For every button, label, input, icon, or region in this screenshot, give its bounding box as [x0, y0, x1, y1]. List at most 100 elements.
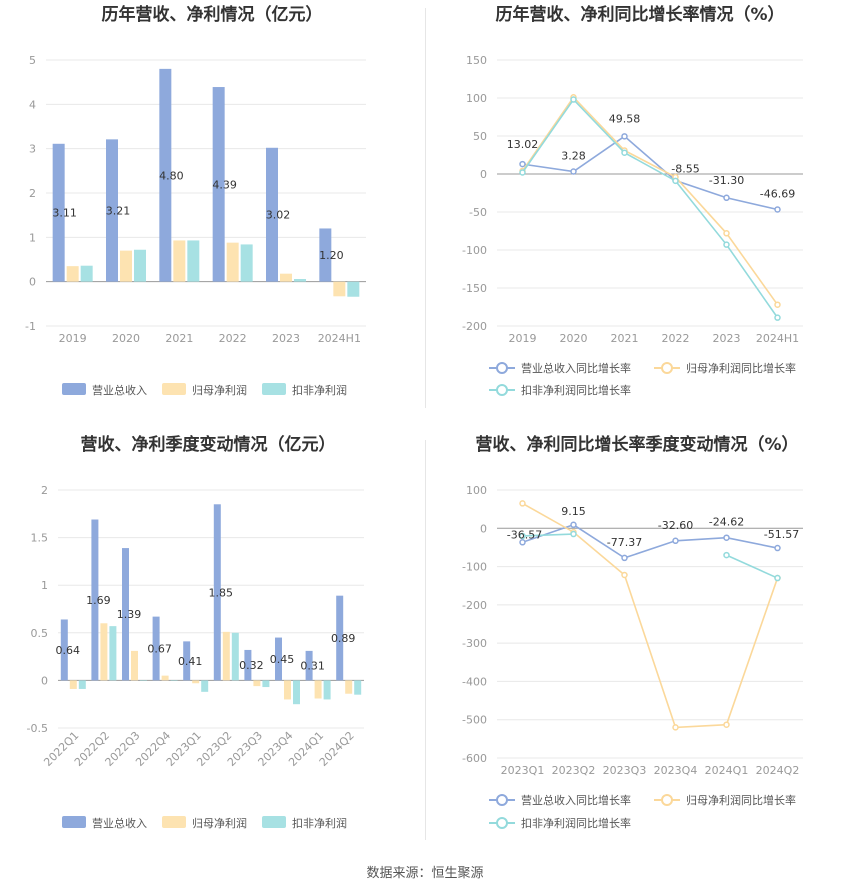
- series-line: [521, 98, 779, 319]
- bar-net-profit: [131, 650, 138, 681]
- data-label: 0.41: [178, 655, 203, 668]
- data-point: [774, 301, 781, 308]
- bar-revenue: [336, 595, 344, 681]
- y-tick-label: 0: [29, 276, 36, 289]
- legend-label: 归母净利润同比增长率: [686, 793, 796, 807]
- data-label: -24.62: [709, 516, 744, 529]
- legend-marker: [496, 384, 508, 396]
- y-tick-label: 3: [29, 143, 36, 156]
- bar-revenue: [213, 504, 221, 681]
- bar-net-profit: [280, 273, 292, 282]
- data-label: -77.37: [607, 536, 642, 549]
- bar-deducted-profit: [109, 626, 117, 681]
- legend-label: 归母净利润: [192, 816, 247, 830]
- data-point: [519, 500, 526, 507]
- data-point: [723, 534, 730, 541]
- y-tick-label: -1: [25, 320, 36, 333]
- legend-label: 营业总收入同比增长率: [521, 361, 631, 375]
- data-label: 4.39: [212, 178, 237, 191]
- data-point: [723, 230, 730, 237]
- y-tick-label: 2: [29, 187, 36, 200]
- legend-swatch: [162, 383, 186, 395]
- bar-net-profit: [333, 281, 346, 297]
- data-point: [621, 554, 628, 562]
- legend-label: 扣非净利润: [292, 383, 347, 397]
- legend-swatch: [262, 383, 286, 395]
- data-point: [723, 721, 730, 728]
- bar-revenue: [183, 641, 191, 681]
- data-point: [570, 530, 577, 538]
- y-tick-label: 5: [29, 54, 36, 67]
- quarterly-bar-chart: 营收、净利季度变动情况（亿元） -0.500.511.522022Q12022Q…: [27, 434, 364, 830]
- data-point: [723, 551, 730, 559]
- bar-deducted-profit: [323, 680, 331, 700]
- data-point: [519, 539, 526, 546]
- y-tick-label: 2: [41, 484, 48, 497]
- bar-deducted-profit: [262, 680, 270, 688]
- bar-net-profit: [284, 680, 291, 700]
- y-tick-label: -50: [469, 206, 487, 219]
- series-line: [522, 523, 778, 559]
- legend-swatch: [262, 816, 286, 828]
- bar-revenue: [266, 147, 278, 282]
- x-tick-label: 2023: [713, 332, 741, 345]
- quarterly-bar-panel: 营收、净利季度变动情况（亿元） -0.5 0 0.5 1 1.5 2 2022Q1 2022Q…: [0, 430, 425, 860]
- legend-marker: [661, 794, 673, 806]
- data-point: [621, 571, 628, 579]
- data-point: [570, 168, 577, 175]
- data-point: [570, 521, 577, 529]
- data-label: 1.85: [209, 586, 234, 599]
- data-label: 9.15: [561, 505, 586, 518]
- annual-growth-chart: 历年营收、净利同比增长率情况（%） -200 -150 -100 -50 0 50 100 1…: [462, 4, 803, 397]
- series-line: [726, 554, 778, 579]
- bar-deducted-profit: [347, 281, 360, 297]
- bar-net-profit: [226, 242, 239, 282]
- legend-label: 扣非净利润: [292, 816, 347, 830]
- legend-label: 扣非净利润同比增长率: [521, 816, 631, 830]
- bar-net-profit: [69, 680, 77, 689]
- legend-marker: [496, 794, 508, 806]
- series-line: [522, 502, 779, 729]
- chart-title: 历年营收、净利情况（亿元）: [102, 4, 323, 25]
- bar-deducted-profit: [78, 680, 86, 689]
- data-point: [672, 724, 679, 731]
- data-point: [519, 160, 526, 168]
- legend-swatch: [62, 383, 86, 395]
- bar-net-profit: [192, 680, 200, 684]
- bar-net-profit: [161, 675, 169, 681]
- bar-deducted-profit: [293, 680, 300, 705]
- data-point: [723, 241, 730, 248]
- data-label: 0.31: [300, 660, 325, 673]
- legend-label: 归母净利润: [192, 383, 247, 397]
- bar-net-profit: [173, 240, 186, 282]
- x-tick-label: 2021: [165, 332, 193, 345]
- data-label: 0.89: [331, 632, 356, 645]
- bar-deducted-profit: [140, 680, 147, 681]
- data-label: 0.45: [270, 653, 295, 666]
- data-label: -8.55: [671, 162, 699, 175]
- bar-revenue: [305, 650, 313, 681]
- legend-marker: [496, 817, 508, 829]
- data-point: [723, 194, 730, 202]
- data-label: 3.02: [266, 209, 291, 222]
- annual-growth-panel: 历年营收、净利同比增长率情况（%） -200 -150 -100 -50 0 50 100 1…: [425, 0, 850, 430]
- x-tick-label: 2023Q2: [552, 764, 596, 777]
- data-point: [621, 149, 628, 156]
- x-tick-label: 2021: [611, 332, 639, 345]
- legend-marker: [661, 362, 673, 374]
- panel-divider: [425, 440, 426, 840]
- x-tick-label: 2023Q4: [654, 764, 698, 777]
- x-tick-label: 2024Q1: [705, 764, 749, 777]
- y-tick-label: 0: [480, 168, 487, 181]
- data-label: 3.21: [106, 205, 131, 218]
- legend-label: 营业总收入同比增长率: [521, 793, 631, 807]
- data-label: 13.02: [507, 138, 539, 151]
- y-tick-label: 4: [29, 98, 36, 111]
- annual-bar-panel: 历年营收、净利情况（亿元） -1 0 1 2 3 4 5 2019 2020 2021 2022 20…: [0, 0, 425, 430]
- y-tick-label: 150: [466, 54, 487, 67]
- y-tick-label: -600: [462, 752, 487, 765]
- bar-net-profit: [314, 680, 322, 699]
- x-tick-label: 2019: [59, 332, 87, 345]
- data-point: [774, 206, 781, 213]
- bar-revenue: [244, 649, 252, 681]
